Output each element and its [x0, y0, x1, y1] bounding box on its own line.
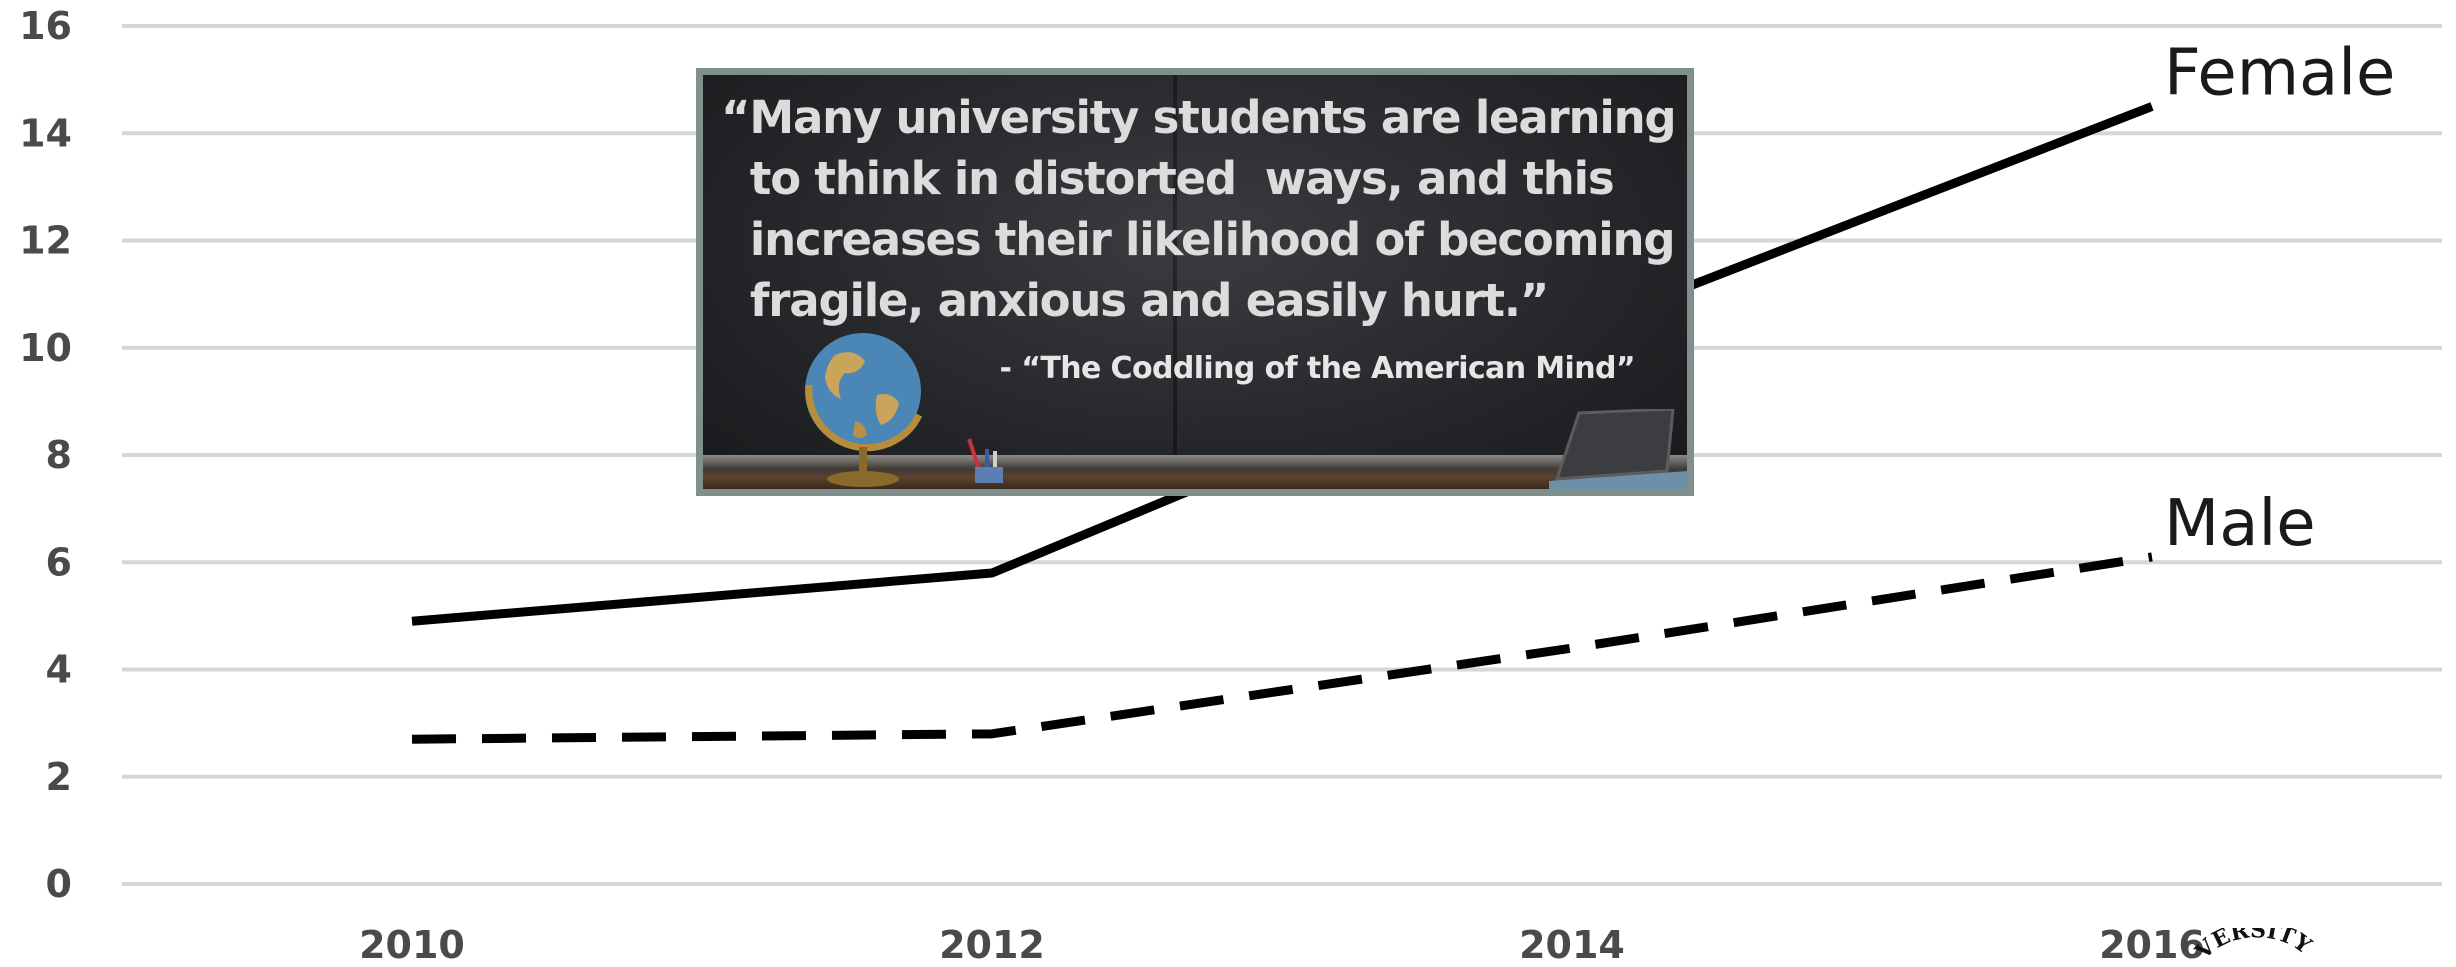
y-tick-label: 0	[46, 862, 72, 906]
chalkboard-seam	[1173, 75, 1177, 455]
x-axis-ticks: 2010 2012 2014 2016	[359, 923, 2205, 967]
y-tick-label: 8	[46, 433, 72, 477]
y-axis-ticks: 0 2 4 6 8 10 12 14 16	[19, 4, 72, 906]
series-labels: Female Male	[2164, 36, 2395, 560]
x-tick-label: 2012	[939, 923, 1045, 967]
y-tick-label: 12	[19, 219, 72, 263]
y-tick-label: 6	[46, 540, 72, 584]
globe-icon	[805, 333, 923, 487]
y-tick-label: 16	[19, 4, 72, 48]
series-label-male: Male	[2164, 487, 2316, 561]
y-tick-label: 2	[46, 755, 72, 799]
university-logo: VERSITY	[2192, 928, 2316, 965]
series-label-female: Female	[2164, 36, 2395, 110]
laptop-icon	[1549, 409, 1687, 489]
quote-overlay: “Many university students are learning t…	[696, 68, 1694, 496]
x-tick-label: 2016	[2099, 923, 2205, 967]
quote-text: “Many university students are learning t…	[721, 91, 1677, 327]
y-tick-label: 10	[19, 326, 72, 370]
x-tick-label: 2014	[1519, 923, 1625, 967]
svg-text:VERSITY: VERSITY	[2192, 928, 2316, 965]
pencil-cup-icon	[967, 438, 1003, 483]
series-line-male	[411, 552, 2153, 744]
x-tick-label: 2010	[359, 923, 465, 967]
quote-attribution: - “The Coddling of the American Mind”	[999, 351, 1636, 386]
y-tick-label: 4	[46, 648, 72, 692]
y-tick-label: 14	[19, 111, 72, 155]
